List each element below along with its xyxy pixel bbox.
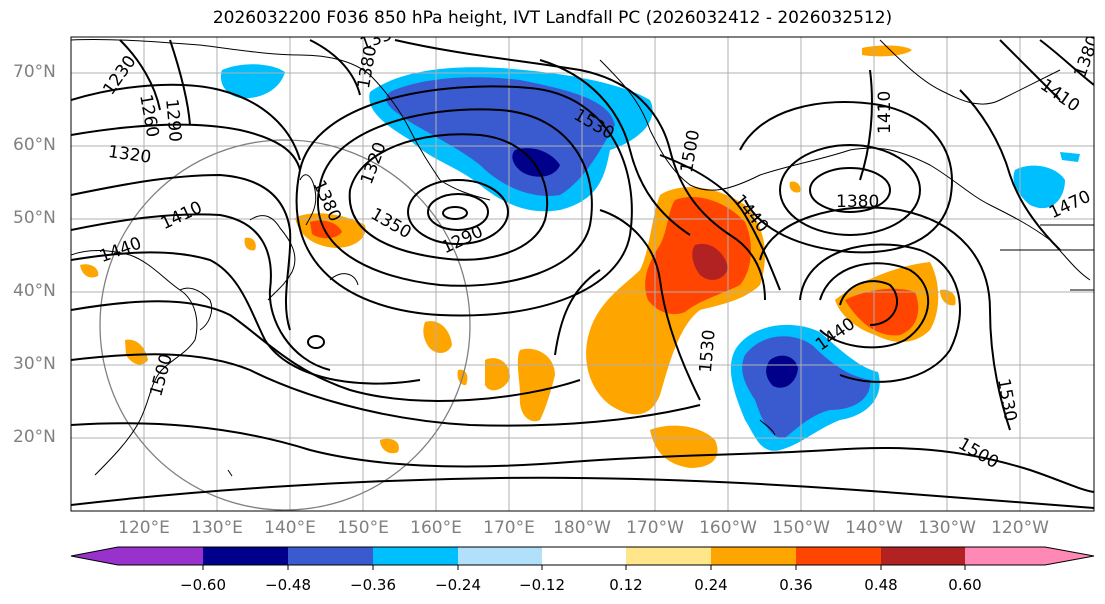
coastlines xyxy=(71,38,1094,477)
colorbar-segment xyxy=(881,547,965,565)
range-ring xyxy=(99,139,471,511)
lon-label: 160°E xyxy=(410,518,462,538)
colorbar-segment xyxy=(711,547,796,565)
ivt-negative-region xyxy=(766,355,798,388)
colorbar-extend-high xyxy=(1045,547,1094,565)
ivt-positive-region xyxy=(789,181,801,193)
ivt-positive-region xyxy=(125,339,148,365)
contour-label: 1530 xyxy=(696,329,720,374)
lon-label: 150°E xyxy=(337,518,389,538)
colorbar-segment xyxy=(203,547,288,565)
ivt-positive-region xyxy=(80,264,99,278)
colorbar-segment xyxy=(626,547,711,565)
colorbar-tick: 0.36 xyxy=(779,576,813,594)
lon-label: 140°E xyxy=(264,518,316,538)
colorbar-segment xyxy=(965,547,1045,565)
colorbar-tick: −0.48 xyxy=(265,576,311,594)
colorbar-tick: −0.24 xyxy=(435,576,481,594)
ivt-positive-region xyxy=(244,237,256,251)
lat-label: 70°N xyxy=(13,62,56,82)
height-contours xyxy=(71,39,1094,509)
lon-label: 140°W xyxy=(845,518,903,538)
colorbar-extend-low xyxy=(71,547,118,565)
colorbar-tick: −0.12 xyxy=(519,576,565,594)
contour-label: 1290 xyxy=(161,98,185,143)
ivt-positive-region xyxy=(517,348,555,422)
lat-label: 60°N xyxy=(13,135,56,155)
colorbar-tick: 0.12 xyxy=(609,576,643,594)
ivt-negative-region xyxy=(1013,165,1065,209)
ivt-positive-region xyxy=(845,288,919,336)
ivt-negative-region xyxy=(1060,152,1080,162)
lon-label: 120°W xyxy=(991,518,1049,538)
lon-label: 130°E xyxy=(191,518,243,538)
colorbar-tick: 0.24 xyxy=(694,576,728,594)
lon-label: 120°E xyxy=(118,518,170,538)
lon-label: 130°W xyxy=(918,518,976,538)
lon-label: 180°W xyxy=(553,518,611,538)
map-title: 2026032200 F036 850 hPa height, IVT Land… xyxy=(212,8,893,28)
colorbar-tick: 0.48 xyxy=(864,576,898,594)
lat-label: 20°N xyxy=(13,427,56,447)
colorbar-segment xyxy=(542,547,626,565)
lon-label: 170°W xyxy=(626,518,684,538)
ivt-positive-region xyxy=(485,358,510,391)
ivt-positive-region xyxy=(310,220,342,239)
ivt-positive-region xyxy=(423,321,452,354)
lat-label: 50°N xyxy=(13,208,56,228)
colorbar-tick: −0.36 xyxy=(350,576,396,594)
colorbar-segment xyxy=(373,547,458,565)
colorbar-tick: 0.60 xyxy=(948,576,982,594)
contour-label: 1380 xyxy=(836,192,879,212)
contour-label: 1410 xyxy=(875,91,895,134)
ivt-positive-region xyxy=(380,438,399,454)
ivt-positive-region xyxy=(940,289,956,306)
colorbar-segment xyxy=(288,547,373,565)
lon-label: 150°W xyxy=(772,518,830,538)
lon-label: 170°E xyxy=(483,518,535,538)
colorbar-segment xyxy=(796,547,881,565)
lat-label: 40°N xyxy=(13,281,56,301)
map-frame xyxy=(70,36,1095,512)
colorbar-segment xyxy=(118,547,203,565)
ivt-negative-region xyxy=(512,148,560,177)
ivt-positive-region xyxy=(692,243,728,280)
colorbar xyxy=(70,546,1095,570)
colorbar-tick: −0.60 xyxy=(180,576,226,594)
lat-label: 30°N xyxy=(13,354,56,374)
lon-label: 160°W xyxy=(699,518,757,538)
colorbar-segment xyxy=(458,547,542,565)
